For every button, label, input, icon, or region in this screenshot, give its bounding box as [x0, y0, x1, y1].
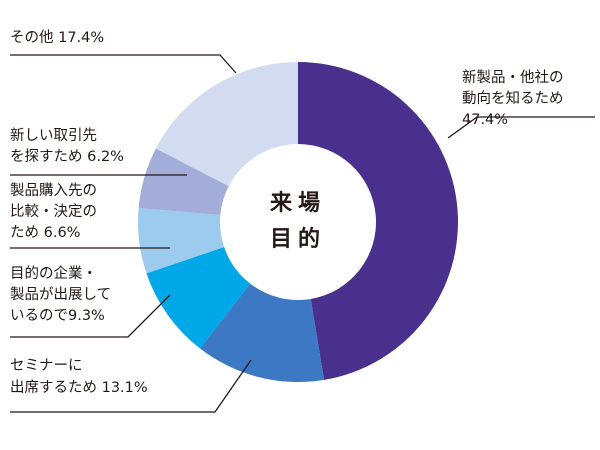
donut-slice-1 [199, 283, 325, 382]
center-label-line-1: 来場 [269, 191, 326, 216]
leader-line-2 [10, 294, 171, 338]
slice-label-5-line-0: その他 17.4% [10, 29, 104, 46]
slice-label-3-line-1: 比較・決定の [10, 202, 97, 220]
slice-label-3-line-2: ため 6.6% [10, 224, 80, 241]
slice-label-3-line-0: 製品購入先の [10, 182, 97, 199]
slice-label-1-line-1: 出席するため 13.1% [10, 379, 148, 396]
slice-label-4-line-1: を探すため 6.2% [10, 148, 124, 165]
leader-line-1 [10, 359, 252, 413]
donut-slice-5 [155, 62, 298, 187]
donut-slice-2 [146, 247, 251, 349]
donut-slice-0 [298, 62, 459, 380]
slice-label-2-line-0: 目的の企業・ [10, 264, 97, 282]
slice-label-2-line-2: いるので9.3% [10, 308, 105, 324]
donut-slice-3 [137, 207, 225, 274]
donut-slice-4 [138, 148, 229, 216]
donut-slices [137, 62, 459, 382]
leader-line-5 [10, 54, 237, 74]
leader-lines [10, 54, 595, 413]
slice-label-4-line-0: 新しい取引先 [10, 127, 97, 144]
slice-label-0-line-0: 新製品・他社の [462, 69, 564, 86]
slice-label-1-line-0: セミナーに [10, 358, 83, 374]
slice-label-0-line-1: 動向を知るため [462, 90, 564, 107]
slice-label-0-line-2: 47.4% [462, 112, 508, 128]
slice-label-2-line-1: 製品が出展して [10, 286, 111, 303]
center-label-line-2: 目的 [270, 226, 326, 252]
leader-line-0 [447, 116, 595, 139]
